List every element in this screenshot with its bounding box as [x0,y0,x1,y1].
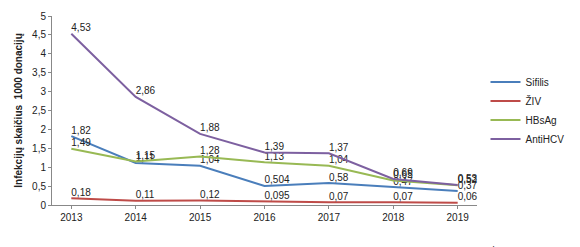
svg-text:1,13: 1,13 [265,151,285,162]
svg-text:1,11: 1,11 [136,152,155,163]
svg-text:0,52: 0,52 [458,174,478,185]
svg-text:1,04: 1,04 [200,154,220,165]
svg-text:Infekcijų skaičius 1000 donac: Infekcijų skaičius 1000 donacijų [13,33,24,188]
svg-text:2014: 2014 [125,212,148,223]
svg-text:0,18: 0,18 [71,187,91,198]
svg-text:0,07: 0,07 [393,191,413,202]
svg-text:1,5: 1,5 [32,143,46,154]
svg-text:1,39: 1,39 [265,141,285,152]
svg-text:0,37: 0,37 [458,180,478,191]
svg-text:2015: 2015 [189,212,212,223]
svg-text:2018: 2018 [382,212,405,223]
svg-text:ŽIV: ŽIV [526,95,542,107]
svg-text:0,095: 0,095 [265,190,290,201]
svg-text:0,11: 0,11 [136,189,155,200]
svg-text:Sifilis: Sifilis [526,77,549,88]
svg-text:2019: 2019 [447,212,470,223]
svg-text:1,37: 1,37 [329,142,349,153]
svg-text:1: 1 [40,162,46,173]
svg-text:2,86: 2,86 [136,85,156,96]
svg-text:3: 3 [40,86,46,97]
svg-text:1,15: 1,15 [136,150,156,161]
svg-text:4: 4 [40,48,46,59]
svg-text:2,5: 2,5 [32,105,46,116]
svg-text:0,47: 0,47 [393,176,413,187]
svg-text:3,5: 3,5 [32,67,46,78]
svg-text:5: 5 [40,11,46,22]
svg-text:1,49: 1,49 [71,137,91,148]
svg-text:1,82: 1,82 [71,125,91,136]
svg-text:ULAC duomenys, 2020 m.: ULAC duomenys, 2020 m. [463,245,569,247]
svg-text:2013: 2013 [60,212,83,223]
svg-text:0,07: 0,07 [329,191,349,202]
svg-text:0,53: 0,53 [458,173,478,184]
svg-text:0,12: 0,12 [200,189,220,200]
svg-text:HBsAg: HBsAg [526,115,557,126]
svg-text:0,58: 0,58 [329,172,349,183]
svg-text:1,28: 1,28 [200,145,220,156]
svg-text:4,53: 4,53 [71,22,91,33]
svg-text:1,88: 1,88 [200,122,220,133]
svg-text:0,06: 0,06 [458,191,478,202]
svg-text:1,04: 1,04 [329,154,349,165]
svg-text:2016: 2016 [253,212,276,223]
svg-text:0: 0 [40,200,46,211]
svg-text:0,69: 0,69 [393,167,413,178]
svg-text:0,5: 0,5 [32,181,46,192]
svg-text:0,504: 0,504 [265,174,290,185]
svg-text:4,5: 4,5 [32,29,46,40]
svg-text:0,65: 0,65 [393,169,413,180]
svg-text:2017: 2017 [318,212,341,223]
svg-text:AntiHCV: AntiHCV [526,134,565,145]
svg-text:2: 2 [40,124,46,135]
